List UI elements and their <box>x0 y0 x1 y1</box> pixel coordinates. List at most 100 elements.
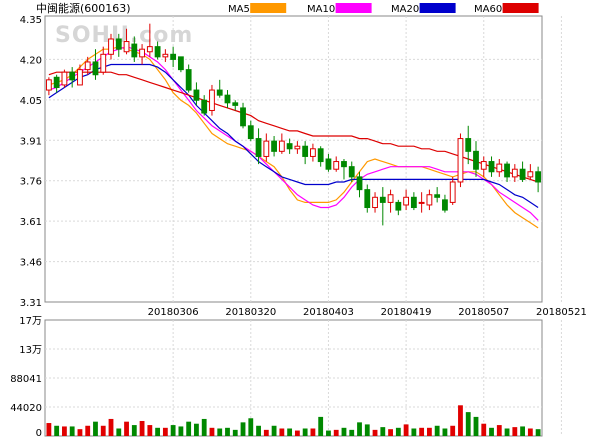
volume-bars <box>46 405 541 436</box>
volume-bar <box>318 416 324 436</box>
volume-bar <box>131 425 137 436</box>
candle-body <box>209 89 215 111</box>
volume-bar <box>434 425 440 436</box>
price-tick-label: 4.20 <box>20 55 42 66</box>
candle-body <box>473 150 479 170</box>
volume-bar <box>217 428 223 436</box>
candle-body <box>69 71 76 81</box>
candle-body <box>232 102 239 106</box>
volume-bar <box>232 429 238 436</box>
candle-body <box>310 148 316 157</box>
candle-body <box>364 189 371 209</box>
volume-bar <box>77 429 83 436</box>
candle-body <box>255 138 262 157</box>
volume-bar <box>170 425 176 436</box>
candle-body <box>278 140 285 152</box>
candle-body <box>131 43 138 58</box>
date-tick-label: 20180320 <box>225 307 276 318</box>
candle-body <box>193 89 200 101</box>
volume-bar <box>240 422 246 436</box>
candle-body <box>108 38 114 55</box>
candle-body <box>45 79 52 91</box>
volume-bar <box>504 428 510 436</box>
volume-bar <box>124 421 129 436</box>
candle-body <box>465 138 472 152</box>
volume-bar <box>302 428 308 436</box>
candle-body <box>426 194 433 206</box>
legend-swatch <box>250 3 287 13</box>
volume-bar <box>442 428 448 436</box>
ma5-line <box>48 45 539 229</box>
candle-body <box>356 176 363 191</box>
candle-body <box>527 171 534 178</box>
price-tick-label: 4.35 <box>20 15 42 26</box>
volume-bar <box>46 423 52 436</box>
volume-bar <box>294 430 300 436</box>
volume-bar <box>108 418 114 436</box>
candle-body <box>61 71 68 86</box>
candle-body <box>92 61 99 76</box>
volume-bar <box>139 420 145 436</box>
candle-body <box>294 145 301 150</box>
price-tick-label: 4.05 <box>20 96 42 107</box>
legend-label: MA10 <box>307 4 335 15</box>
candle-body <box>154 46 161 58</box>
volume-bar <box>85 425 91 436</box>
legend-swatch <box>502 3 539 13</box>
candle-body <box>146 46 153 53</box>
candle-body <box>100 53 107 73</box>
volume-bar <box>496 425 502 436</box>
volume-bar <box>364 424 370 436</box>
volume-bar <box>357 422 362 436</box>
volume-bar <box>279 428 285 436</box>
volume-bar <box>62 426 67 436</box>
volume-tick-label: 13万 <box>19 345 42 356</box>
candle-body <box>77 69 83 86</box>
volume-bar <box>426 427 432 436</box>
candle-body <box>480 161 487 170</box>
volume-bar <box>194 423 199 436</box>
candle-body <box>162 53 169 58</box>
volume-bar <box>473 416 479 436</box>
candlesticks <box>45 23 542 226</box>
volume-bar <box>186 421 192 436</box>
legend-swatch <box>335 3 372 13</box>
candle-body <box>216 89 223 96</box>
volume-bar <box>380 427 386 436</box>
candle-body <box>271 140 277 152</box>
date-tick-label: 20180419 <box>381 307 432 318</box>
candle-body <box>84 61 91 71</box>
date-tick-label: 20180403 <box>303 307 354 318</box>
volume-bar <box>458 405 463 436</box>
volume-tick-label: 44020 <box>10 403 42 414</box>
candle-body <box>317 148 324 163</box>
date-tick-label: 20180306 <box>148 307 199 318</box>
legend-label: MA5 <box>228 4 250 15</box>
volume-bar <box>527 428 533 436</box>
volume-bar <box>178 426 184 436</box>
candle-body <box>395 201 402 211</box>
volume-bar <box>465 412 471 436</box>
volume-bar <box>326 430 331 436</box>
price-tick-label: 3.91 <box>20 136 42 147</box>
ma20-line <box>48 63 539 209</box>
candle-body <box>224 94 231 104</box>
candle-body <box>442 199 448 211</box>
candle-body <box>139 48 145 58</box>
candle-body <box>302 145 309 157</box>
candle-body <box>333 161 340 170</box>
candle-body <box>434 194 441 198</box>
candle-body <box>449 181 456 203</box>
volume-tick-label: 88041 <box>10 374 42 385</box>
candle-body <box>410 196 417 209</box>
volume-bar <box>512 427 518 436</box>
legend: MA5 MA10 MA20 MA60 <box>228 3 539 15</box>
volume-bar <box>411 428 417 436</box>
volume-bar <box>403 424 409 436</box>
axis-labels: 4.35 4.20 4.05 3.91 3.76 3.61 3.46 3.31 17万 13万 88… <box>10 15 587 439</box>
legend-label: MA20 <box>391 4 419 15</box>
candle-body <box>286 143 293 150</box>
volume-bar <box>201 418 207 436</box>
volume-bar <box>100 425 106 436</box>
candle-body <box>372 196 378 209</box>
